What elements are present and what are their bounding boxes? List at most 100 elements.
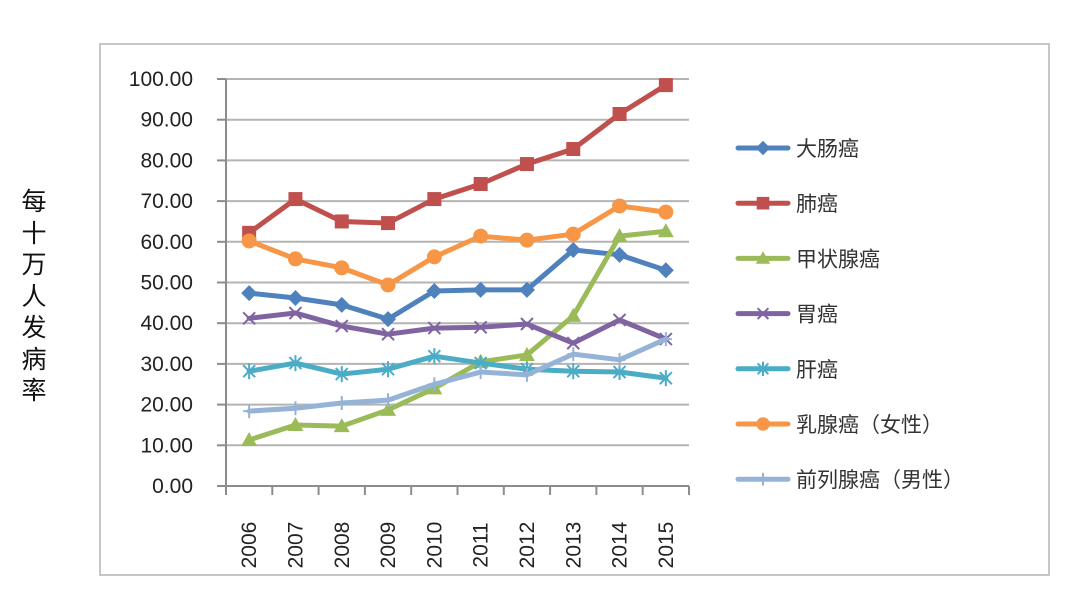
data-point [427, 348, 442, 365]
data-point [380, 277, 396, 293]
data-point [288, 355, 303, 372]
data-point [519, 157, 534, 172]
data-point [472, 281, 489, 298]
data-point [658, 204, 674, 220]
data-point [242, 363, 256, 380]
data-point [611, 228, 628, 243]
data-point [382, 393, 395, 408]
data-point [241, 233, 257, 249]
data-point [287, 251, 303, 267]
data-point [334, 214, 349, 229]
series-1 [242, 78, 673, 240]
legend-marker [756, 361, 770, 376]
data-point [381, 216, 396, 231]
y-tick-label: 90.00 [140, 109, 193, 132]
data-point [426, 249, 442, 265]
x-tick-label: 2008 [331, 522, 354, 569]
data-point [657, 223, 674, 238]
legend-item: 胃癌 [735, 303, 838, 327]
data-point [612, 107, 627, 122]
y-tick-label: 10.00 [140, 434, 193, 457]
series-line [246, 228, 669, 443]
series-line [246, 82, 669, 236]
data-point [613, 352, 626, 367]
series-line [246, 310, 669, 346]
data-point [288, 306, 303, 320]
y-tick-label: 80.00 [140, 149, 193, 172]
x-tick-label: 2012 [516, 522, 539, 569]
data-point [565, 307, 582, 322]
data-point [520, 317, 534, 331]
data-point [520, 367, 533, 382]
series-4 [242, 348, 673, 387]
data-point [612, 313, 627, 327]
legend-marker [757, 472, 769, 486]
data-point [335, 395, 348, 410]
data-point [565, 226, 581, 242]
x-tick-label: 2013 [562, 522, 585, 569]
data-point [287, 416, 304, 431]
data-point [427, 321, 442, 335]
data-point [565, 241, 582, 258]
data-point [333, 296, 350, 313]
series-3 [242, 306, 673, 350]
data-point [518, 281, 535, 298]
data-point [287, 289, 304, 306]
legend-marker [755, 251, 771, 264]
series-line [246, 203, 669, 288]
data-point [566, 142, 581, 157]
legend-marker [756, 307, 770, 320]
legend-label: 前列腺癌（男性） [796, 468, 964, 492]
legend-marker [756, 196, 770, 210]
y-tick-label: 100.00 [129, 68, 193, 91]
data-point [380, 401, 397, 416]
data-point [241, 285, 258, 302]
data-point [335, 319, 349, 333]
data-point [567, 347, 580, 362]
data-point [474, 365, 487, 380]
legend-item: 前列腺癌（男性） [735, 468, 964, 492]
data-point [518, 346, 535, 361]
x-tick-label: 2006 [238, 522, 261, 569]
legend-item: 甲状腺癌 [735, 247, 880, 271]
x-tick-label: 2011 [470, 522, 493, 567]
data-point [566, 363, 580, 380]
legend-marker [755, 140, 771, 156]
data-point [381, 327, 395, 341]
data-point [380, 311, 397, 328]
data-point [241, 432, 258, 447]
data-point [427, 192, 442, 207]
legend-item: 大肠癌 [735, 137, 859, 161]
data-point [659, 332, 672, 347]
series-6 [243, 332, 672, 419]
data-point [334, 260, 350, 276]
series-2 [241, 223, 674, 447]
y-tick-label: 60.00 [140, 231, 193, 254]
legend-label: 乳腺癌（女性） [796, 413, 943, 437]
legend-item: 乳腺癌（女性） [735, 413, 943, 437]
data-point [426, 283, 443, 300]
data-point [335, 366, 349, 383]
x-tick-label: 2014 [609, 521, 632, 568]
y-tick-label: 40.00 [140, 312, 193, 335]
legend-label: 甲状腺癌 [796, 247, 880, 271]
data-point [612, 198, 628, 214]
data-point [658, 78, 673, 93]
data-point [381, 361, 395, 378]
data-point [289, 401, 302, 416]
data-point [473, 228, 489, 244]
data-point [333, 418, 350, 433]
data-point [242, 311, 256, 326]
data-point [566, 336, 580, 350]
data-point [288, 192, 303, 207]
series-line [246, 336, 669, 414]
y-tick-label: 70.00 [140, 190, 193, 213]
x-tick-label: 2010 [423, 522, 446, 569]
y-tick-label: 30.00 [140, 353, 193, 376]
data-point [428, 377, 441, 392]
y-axis-title: 每十万人发病率 [21, 187, 47, 405]
series-0 [241, 241, 674, 328]
data-point [473, 177, 488, 192]
